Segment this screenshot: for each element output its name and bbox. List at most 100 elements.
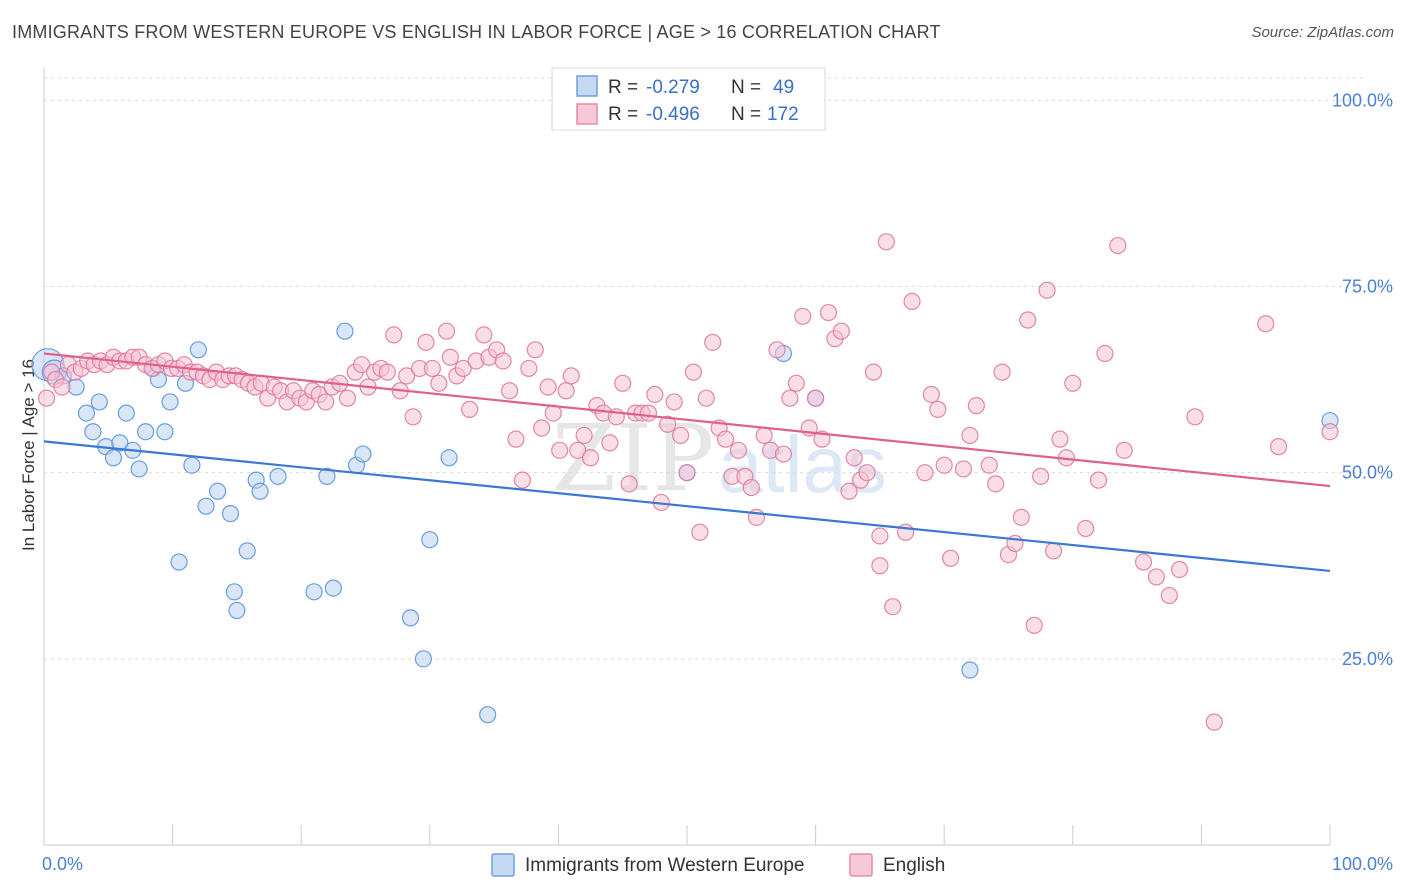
data-point: [840, 482, 858, 500]
data-point: [1096, 344, 1114, 363]
data-point: [440, 449, 458, 467]
y-tick-label: 25.0%: [1342, 649, 1393, 669]
data-point: [353, 356, 371, 374]
data-point: [130, 460, 148, 478]
trend-layer: [43, 352, 1331, 573]
data-point: [877, 233, 895, 251]
data-point: [421, 531, 439, 549]
data-point: [336, 322, 354, 340]
data-point: [781, 389, 799, 407]
data-point: [987, 475, 1005, 493]
data-point: [404, 408, 422, 426]
data-point: [678, 464, 696, 482]
legend-r-label: R =: [608, 77, 638, 98]
data-point: [414, 650, 432, 668]
data-point: [475, 326, 493, 344]
data-point: [942, 549, 960, 567]
data-point: [916, 464, 934, 482]
data-point: [221, 505, 240, 523]
data-point: [1064, 374, 1082, 392]
data-point: [639, 404, 658, 422]
data-point: [111, 434, 129, 452]
y-tick-label: 75.0%: [1342, 277, 1393, 297]
data-point: [437, 322, 456, 340]
series-layer: [31, 233, 1339, 731]
data-point: [954, 460, 973, 478]
data-point: [935, 456, 953, 474]
data-point: [354, 445, 372, 463]
data-point: [520, 359, 538, 378]
data-point: [819, 303, 838, 322]
data-point: [806, 389, 825, 407]
data-point: [1025, 616, 1043, 634]
data-point: [787, 374, 805, 392]
data-point: [539, 378, 557, 396]
data-point: [318, 467, 336, 485]
data-point: [774, 445, 793, 463]
data-point: [980, 456, 998, 474]
data-point: [716, 430, 735, 448]
legend-swatch-pink: [576, 103, 598, 125]
data-point: [423, 359, 441, 378]
legend-r-value: -0.279: [646, 77, 700, 98]
legend-n-value: 49: [773, 77, 794, 98]
legend-n-label: N =: [731, 77, 761, 98]
data-point: [569, 441, 587, 459]
x-tick-label: 0.0%: [42, 854, 83, 874]
data-point: [845, 449, 863, 467]
data-point: [385, 326, 403, 344]
data-point: [1109, 236, 1127, 255]
bottom-legend-swatch-blue: [491, 853, 515, 877]
data-point: [317, 393, 335, 411]
axes: In Labor Force | Age > 16 25.0% 50.0% 75.0…: [19, 68, 1393, 874]
data-point: [742, 478, 760, 497]
data-point: [614, 374, 632, 392]
bottom-legend-label: Immigrants from Western Europe: [525, 855, 804, 876]
data-point: [461, 400, 479, 418]
data-point: [967, 397, 985, 415]
data-point: [903, 292, 921, 310]
bottom-legend: Immigrants from Western Europe English: [491, 853, 945, 877]
data-point: [832, 322, 850, 340]
y-tick-label: 100.0%: [1332, 90, 1393, 110]
chart-title: IMMIGRANTS FROM WESTERN EUROPE VS ENGLIS…: [12, 22, 941, 42]
data-point: [1170, 560, 1189, 579]
trend-line-english: [43, 352, 1331, 488]
data-point: [1051, 430, 1069, 448]
data-point: [161, 393, 179, 411]
data-point: [961, 426, 979, 445]
data-point: [729, 441, 748, 459]
legend-n-value: 172: [767, 104, 799, 125]
data-point: [197, 497, 215, 515]
data-point: [575, 426, 593, 445]
data-point: [562, 367, 580, 385]
data-point: [697, 389, 715, 407]
data-point: [90, 393, 108, 411]
data-point: [526, 341, 544, 359]
data-point: [533, 419, 551, 437]
data-point: [454, 359, 472, 378]
data-point: [378, 363, 396, 381]
data-point: [117, 404, 135, 422]
data-point: [37, 389, 56, 407]
data-point: [794, 307, 812, 325]
data-point: [864, 363, 883, 381]
data-point: [305, 583, 323, 601]
legend-n-label: N =: [731, 104, 761, 125]
data-point: [430, 374, 448, 392]
data-point: [684, 363, 703, 381]
data-point: [479, 706, 497, 724]
data-point: [1257, 315, 1275, 333]
data-point: [228, 601, 246, 620]
x-tick-label: 100.0%: [1332, 854, 1393, 874]
data-point: [1032, 467, 1050, 485]
data-point: [513, 471, 531, 489]
data-point: [269, 467, 287, 485]
data-point: [1077, 519, 1095, 538]
bottom-legend-swatch-pink: [849, 853, 873, 877]
data-point: [84, 423, 102, 441]
data-point: [755, 426, 773, 445]
data-point: [1321, 423, 1339, 441]
y-axis-title: In Labor Force | Age > 16: [19, 359, 38, 551]
chart-source: Source: ZipAtlas.com: [1251, 24, 1394, 41]
